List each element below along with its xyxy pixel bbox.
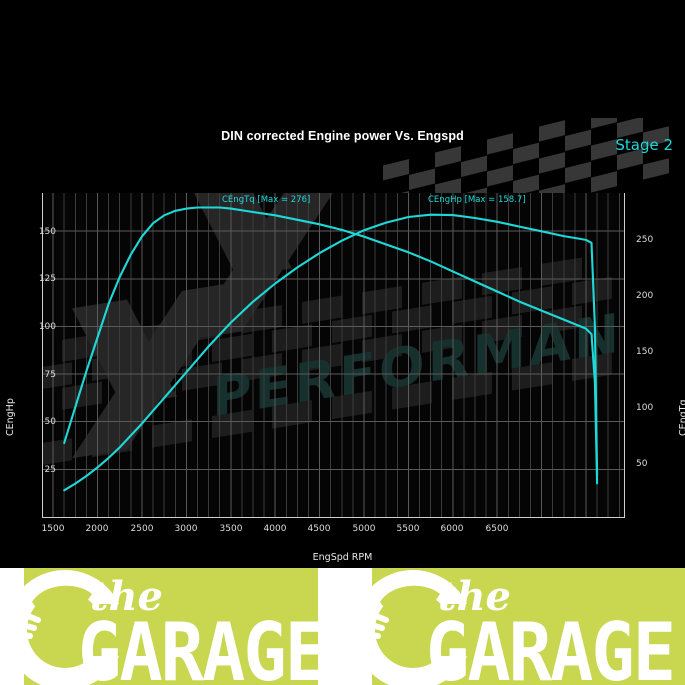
chart-container: DIN corrected Engine power Vs. Engspd St… [0,120,685,568]
y-tick-right-250: 250 [636,235,654,245]
garage-banner: the GARAGE [0,568,685,685]
x-tick-3000: 3000 [174,524,198,534]
y-tick-right-200: 200 [636,291,654,301]
stage-badge: Stage 2 [615,136,673,154]
x-axis-line [42,517,625,518]
y-tick-left-125: 125 [38,274,56,284]
x-tick-3500: 3500 [219,524,243,534]
x-tick-4000: 4000 [263,524,287,534]
y-tick-left-100: 100 [38,322,56,332]
y-tick-left-150: 150 [38,227,56,237]
y-tick-left-25: 25 [44,465,56,475]
chart-title: DIN corrected Engine power Vs. Engspd [221,129,464,143]
x-tick-5000: 5000 [352,524,376,534]
y-tick-left-75: 75 [44,370,56,380]
y-tick-right-150: 150 [636,347,654,357]
y-axis-left-line [42,193,43,517]
y-axis-right-title: CEngTq [678,399,685,436]
y-axis-left-title: CEngHp [5,398,16,436]
y-tick-right-100: 100 [636,403,654,413]
x-tick-5500: 5500 [396,524,420,534]
plot-background: PERFORMANCE [42,193,625,517]
torque-series-label: CEngTq [Max = 276] [222,195,311,205]
power-series-label: CEngHp [Max = 158.7] [428,195,526,205]
x-tick-1500: 1500 [41,524,65,534]
y-tick-left-50: 50 [44,417,56,427]
garage-logo-group: the GARAGE [0,568,685,685]
plot-area: PERFORMANCE [42,193,625,518]
torque-curve [63,206,599,485]
y-tick-right-50: 50 [636,459,648,469]
x-tick-6000: 6000 [440,524,464,534]
chart-curves [63,206,599,492]
power-curve [63,213,599,492]
x-tick-2500: 2500 [130,524,154,534]
x-tick-4500: 4500 [307,524,331,534]
chart-gridlines [42,193,625,517]
y-axis-right-line [624,193,625,517]
x-tick-2000: 2000 [85,524,109,534]
x-tick-6500: 6500 [485,524,509,534]
x-axis-title: EngSpd RPM [312,552,373,563]
